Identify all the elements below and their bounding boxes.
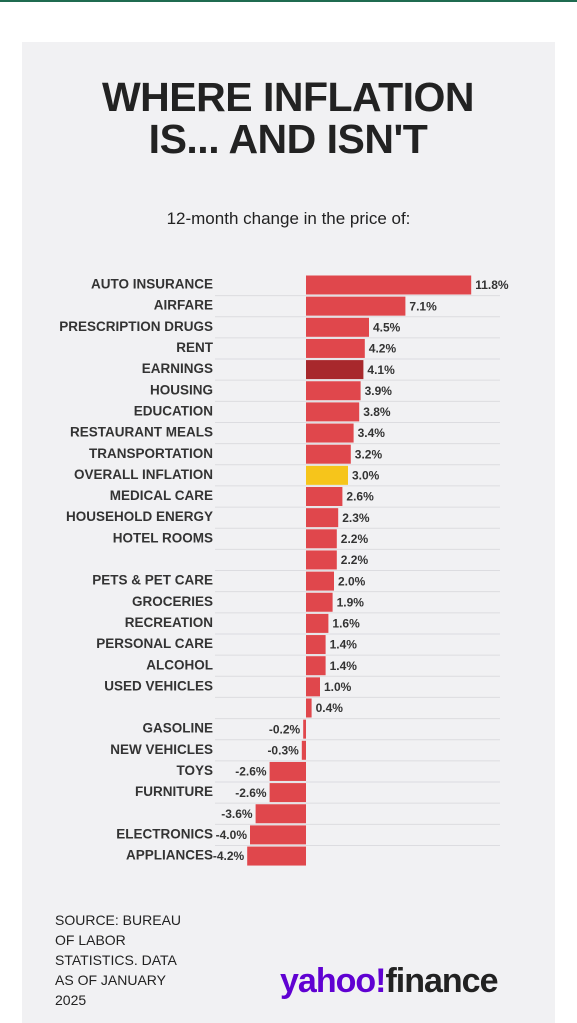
value-label: 4.1% [367,363,395,377]
value-label: -4.2% [213,849,245,863]
category-label: HOUSEHOLD ENERGY [66,509,213,524]
value-label: 3.2% [355,447,383,461]
category-label: RESTAURANT MEALS [70,425,213,440]
value-label: 4.2% [369,342,397,356]
bar [306,698,312,718]
logo-brand: yahoo! [280,962,386,1000]
bar [306,635,326,655]
category-label: NEW VEHICLES [110,742,213,757]
value-label: 7.1% [409,299,437,313]
category-label: HOUSING [150,382,213,397]
value-label: 4.5% [373,320,401,334]
bar [247,846,306,866]
value-label: 3.9% [365,384,393,398]
value-label: 3.0% [352,469,380,483]
bar [269,783,306,803]
bar [306,338,365,358]
value-label: 1.6% [332,617,360,631]
bar [306,656,326,676]
chart: AUTO INSURANCE 11.8% AIRFARE 7.1% PRESCRIPTI… [59,275,509,866]
bar [306,529,337,549]
chart-subtitle: 12-month change in the price of: [166,209,411,228]
category-label: RECREATION [125,615,213,630]
category-label: GROCERIES [132,594,213,609]
bar [306,613,329,633]
category-label: RENT [176,340,214,355]
category-label: TRANSPORTATION [89,446,213,461]
category-label: EDUCATION [134,403,213,418]
value-label: 2.2% [341,532,369,546]
category-label: AUTO INSURANCE [91,277,213,292]
source-note: SOURCE: BUREAU OF LABOR STATISTICS. DATA… [55,912,182,1008]
chart-title: WHERE INFLATION IS... AND ISN'T [101,74,475,162]
category-label: PERSONAL CARE [96,636,213,651]
category-label: PRESCRIPTION DRUGS [59,319,213,334]
bar [301,740,306,760]
bar [269,761,306,781]
bar [306,677,320,697]
bar [255,804,306,824]
value-label: 2.2% [341,553,369,567]
category-label: PETS & PET CARE [92,573,213,588]
bar [306,423,354,443]
value-label: 1.4% [330,638,358,652]
value-label: 2.0% [338,574,366,588]
value-label: -0.2% [269,722,301,736]
value-label: 11.8% [475,278,509,292]
category-label: USED VEHICLES [104,678,213,693]
category-label: ELECTRONICS [116,826,213,841]
bar [306,508,339,528]
value-label: 0.4% [316,701,344,715]
category-label: ALCOHOL [146,657,213,672]
value-label: -3.6% [221,807,253,821]
value-label: 1.9% [337,595,365,609]
value-label: -4.0% [216,828,248,842]
top-bar [0,0,577,2]
value-label: 1.0% [324,680,352,694]
category-label: OVERALL INFLATION [74,467,213,482]
bar [306,550,337,570]
value-label: 2.3% [342,511,370,525]
value-label: 1.4% [330,659,358,673]
category-label: AIRFARE [154,298,213,313]
category-label: FURNITURE [135,784,213,799]
category-label: GASOLINE [142,721,213,736]
bar [306,444,351,464]
bar [306,317,369,337]
bar [306,360,364,380]
value-label: 3.8% [363,405,391,419]
bar [306,571,334,591]
value-label: 2.6% [346,490,374,504]
category-label: TOYS [176,763,213,778]
value-label: -0.3% [267,743,299,757]
bar [306,465,348,485]
bar [303,719,306,739]
logo: yahoo!finance [280,962,499,1001]
category-label: APPLIANCES [126,848,213,863]
value-label: -2.6% [235,765,267,779]
value-label: 3.4% [358,426,386,440]
bar [250,825,306,845]
logo-product: finance [385,962,498,1000]
category-label: EARNINGS [142,361,213,376]
bar [306,296,406,316]
value-label: -2.6% [235,786,267,800]
bar [306,275,472,295]
bar [306,592,333,612]
category-label: MEDICAL CARE [110,488,213,503]
bar [306,402,360,422]
category-label: HOTEL ROOMS [113,530,213,545]
bar [306,487,343,506]
bar [306,381,361,401]
